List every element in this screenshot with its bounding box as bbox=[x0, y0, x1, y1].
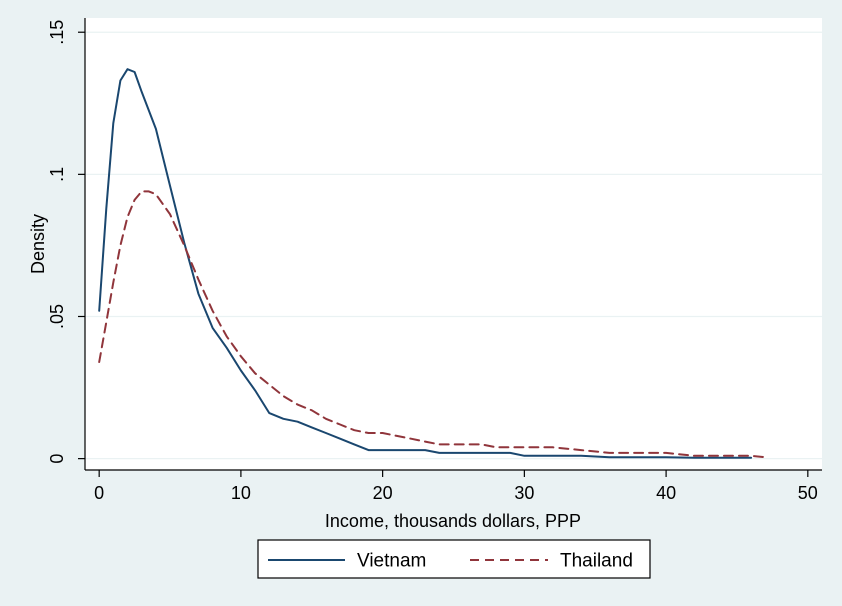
ticks: 0 10 20 30 40 50 0 .05 .1 .15 bbox=[47, 20, 818, 503]
x-tick-label: 10 bbox=[231, 483, 251, 503]
y-axis-label: Density bbox=[28, 214, 48, 274]
x-tick-label: 30 bbox=[514, 483, 534, 503]
series-layer bbox=[98, 68, 767, 459]
y-tick-label: 0 bbox=[47, 454, 67, 464]
y-tick-label: .05 bbox=[47, 304, 67, 329]
axes bbox=[84, 18, 822, 471]
x-tick-label: 50 bbox=[798, 483, 818, 503]
y-tick-label: .15 bbox=[47, 20, 67, 45]
legend: Vietnam Thailand bbox=[257, 539, 651, 579]
x-axis-label: Income, thousands dollars, PPP bbox=[325, 511, 581, 531]
x-tick-label: 20 bbox=[373, 483, 393, 503]
legend-label-thailand: Thailand bbox=[560, 551, 633, 572]
x-tick-label: 0 bbox=[94, 483, 104, 503]
series-line-vietnam bbox=[98, 68, 753, 459]
legend-box bbox=[257, 539, 651, 579]
legend-label-vietnam: Vietnam bbox=[357, 551, 426, 572]
series-line-thailand bbox=[98, 190, 767, 459]
y-tick-label: .1 bbox=[47, 167, 67, 182]
x-tick-label: 40 bbox=[656, 483, 676, 503]
plot-area bbox=[85, 18, 822, 470]
